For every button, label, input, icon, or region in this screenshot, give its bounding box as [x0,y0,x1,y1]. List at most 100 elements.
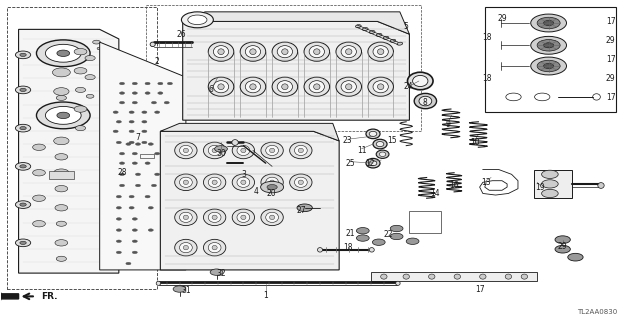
Circle shape [74,68,87,74]
Circle shape [45,44,81,62]
Circle shape [116,196,122,198]
Circle shape [168,82,173,85]
Ellipse shape [413,76,428,87]
Circle shape [93,40,100,44]
Text: 23: 23 [342,136,352,145]
Circle shape [543,63,554,68]
Ellipse shape [396,281,400,285]
Circle shape [372,239,385,245]
Text: 9: 9 [445,120,450,130]
Ellipse shape [269,148,275,153]
Ellipse shape [156,281,161,285]
Circle shape [57,112,70,119]
Circle shape [152,184,157,187]
Ellipse shape [408,72,433,90]
Ellipse shape [179,212,192,222]
Bar [484,7,616,112]
Ellipse shape [383,36,389,39]
Ellipse shape [380,152,386,156]
Ellipse shape [298,180,303,185]
Ellipse shape [282,84,288,90]
Circle shape [142,130,147,132]
Ellipse shape [175,142,197,159]
Ellipse shape [505,274,511,279]
Circle shape [54,137,69,145]
Circle shape [173,286,186,292]
Circle shape [132,162,138,164]
Circle shape [148,206,154,209]
Circle shape [152,101,157,104]
Circle shape [568,253,583,261]
Text: 27: 27 [296,206,306,215]
Ellipse shape [304,42,330,61]
Circle shape [15,163,31,170]
Ellipse shape [341,46,356,58]
Bar [534,170,572,198]
Circle shape [15,239,31,247]
Text: 14: 14 [430,189,440,198]
Ellipse shape [414,93,436,109]
Ellipse shape [183,148,188,153]
Ellipse shape [175,209,197,226]
Circle shape [120,101,125,104]
Ellipse shape [208,212,221,222]
Ellipse shape [366,129,380,139]
Bar [410,211,442,233]
Polygon shape [19,29,119,273]
Circle shape [210,269,223,275]
Ellipse shape [277,46,292,58]
Circle shape [20,165,26,168]
Ellipse shape [245,81,260,93]
Circle shape [76,87,86,92]
Ellipse shape [521,274,527,279]
Ellipse shape [261,142,284,159]
Circle shape [541,170,558,179]
Circle shape [390,233,403,240]
Ellipse shape [237,177,250,188]
Ellipse shape [232,140,238,145]
Ellipse shape [183,215,188,220]
Ellipse shape [397,42,403,45]
Circle shape [113,111,118,114]
Ellipse shape [317,248,323,252]
Ellipse shape [175,239,197,256]
Text: 29: 29 [605,74,616,83]
Ellipse shape [241,148,246,153]
Ellipse shape [250,49,256,54]
Polygon shape [161,131,339,270]
Ellipse shape [304,77,330,96]
Ellipse shape [314,84,320,90]
Circle shape [120,184,125,187]
Circle shape [188,15,207,25]
Circle shape [55,186,68,192]
Circle shape [116,121,122,123]
Ellipse shape [261,174,284,191]
Circle shape [132,152,138,155]
Ellipse shape [369,30,375,34]
Text: 17: 17 [605,93,616,102]
Ellipse shape [376,150,389,158]
Circle shape [164,101,170,104]
Text: 4: 4 [253,188,259,196]
Circle shape [45,107,81,124]
Circle shape [145,162,150,164]
Ellipse shape [261,209,284,226]
Circle shape [76,125,86,131]
Circle shape [142,111,147,114]
Circle shape [132,82,138,85]
Ellipse shape [376,141,384,147]
Text: 12: 12 [365,159,374,168]
Text: 3: 3 [241,170,246,179]
Circle shape [55,204,68,211]
Circle shape [543,43,554,48]
Bar [147,5,421,131]
Ellipse shape [366,158,380,168]
Circle shape [406,238,419,244]
Ellipse shape [212,245,217,250]
Circle shape [120,162,125,164]
Circle shape [126,143,131,145]
Ellipse shape [179,177,192,188]
Circle shape [541,189,558,197]
Ellipse shape [212,180,217,185]
Circle shape [15,86,31,94]
